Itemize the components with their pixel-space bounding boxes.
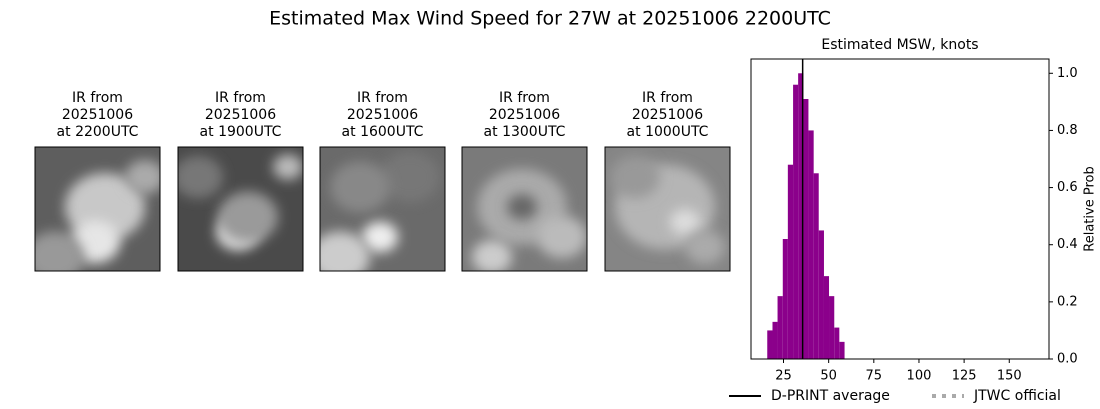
cloud (320, 231, 370, 271)
histogram-bar (808, 130, 814, 359)
chart-title: Estimated MSW, knots (821, 37, 978, 53)
image-frame (461, 146, 588, 272)
y-tick-label: 1.0 (1057, 66, 1078, 81)
cloud (670, 209, 700, 235)
cloud (685, 230, 725, 264)
histogram-bar (782, 239, 788, 359)
panel-title: 20251006 (632, 107, 703, 123)
image-frame (604, 146, 731, 272)
y-tick-label: 0.2 (1057, 294, 1078, 309)
satellite-image (35, 147, 160, 271)
histogram-bar (793, 84, 799, 359)
satellite-image (320, 147, 445, 271)
x-tick-label: 75 (866, 369, 883, 384)
legend-label: D-PRINT average (771, 388, 890, 404)
cloud (380, 151, 440, 203)
satellite-image (462, 147, 587, 271)
panel-title: at 1300UTC (484, 124, 566, 140)
panel-title: 20251006 (62, 107, 133, 123)
legend-label: JTWC official (973, 388, 1061, 404)
cloud (507, 194, 537, 220)
histogram-bar (787, 164, 794, 359)
panel-title: at 2200UTC (57, 124, 139, 140)
histogram-bar (829, 296, 835, 359)
panel-title: IR from (642, 90, 693, 106)
panel-title: at 1600UTC (342, 124, 424, 140)
panel-title: 20251006 (347, 107, 418, 123)
cloud (610, 155, 660, 199)
y-tick-label: 0.4 (1057, 237, 1078, 252)
cloud (273, 154, 303, 180)
cloud (35, 231, 85, 271)
y-tick-label: 0.8 (1057, 123, 1078, 138)
x-tick-label: 100 (907, 369, 932, 384)
satellite-image (605, 147, 730, 271)
histogram-bar (803, 99, 809, 359)
histogram-bar (777, 296, 783, 359)
x-tick-label: 50 (820, 369, 837, 384)
panel-title: IR from (215, 90, 266, 106)
y-tick-label: 0.0 (1057, 352, 1078, 367)
x-tick-label: 150 (997, 369, 1022, 384)
cloud (330, 161, 390, 213)
y-tick-label: 0.6 (1057, 180, 1078, 195)
panel-title: 20251006 (489, 107, 560, 123)
cloud (178, 155, 223, 199)
histogram-bar (767, 330, 773, 359)
cloud (125, 160, 160, 194)
panel-title: IR from (72, 90, 123, 106)
cloud (218, 191, 278, 243)
histogram-bar (772, 321, 778, 359)
y-axis-label: Relative Prob (1083, 166, 1098, 251)
image-frame (177, 146, 304, 272)
image-frame (319, 146, 446, 272)
histogram-bar (823, 276, 830, 359)
plot-frame (750, 58, 1050, 360)
x-tick-label: 125 (952, 369, 977, 384)
x-tick-label: 25 (775, 369, 792, 384)
histogram-bar (798, 73, 804, 360)
histogram-bar (839, 341, 845, 359)
cloud (537, 215, 587, 259)
cloud (362, 221, 398, 253)
panel-title: at 1900UTC (200, 124, 282, 140)
cloud (472, 240, 512, 271)
satellite-image (178, 147, 303, 271)
histogram-bar (818, 230, 824, 359)
image-frame (34, 146, 161, 272)
panel-title: 20251006 (205, 107, 276, 123)
histogram-bar (834, 327, 840, 359)
panel-title: at 1000UTC (627, 124, 709, 140)
panel-title: IR from (357, 90, 408, 106)
figure-title: Estimated Max Wind Speed for 27W at 2025… (269, 8, 831, 30)
panel-title: IR from (499, 90, 550, 106)
histogram-bar (813, 173, 819, 359)
